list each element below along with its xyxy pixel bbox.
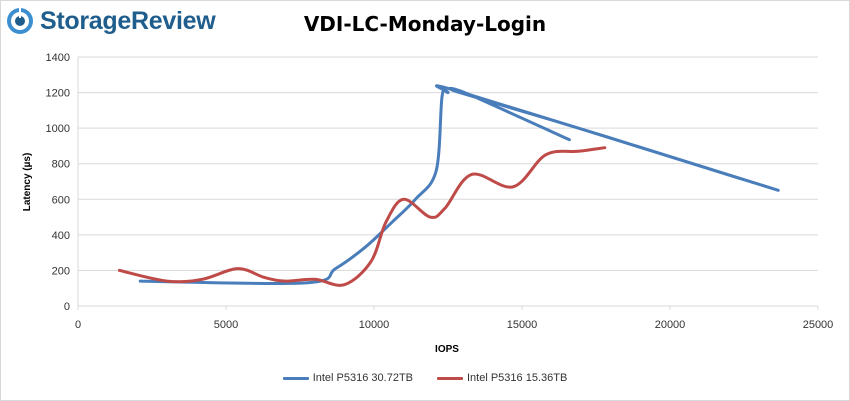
y-tick-label: 600 xyxy=(52,194,70,206)
y-tick-label: 800 xyxy=(52,159,70,171)
legend-item-1: Intel P5316 30.72TB xyxy=(282,372,413,384)
x-axis-ticks: 0 5000 10000 15000 20000 25000 xyxy=(75,319,833,331)
gridlines xyxy=(77,56,819,310)
x-tick-label: 0 xyxy=(75,319,81,331)
legend-swatch xyxy=(282,376,309,380)
series-line-1 xyxy=(138,84,780,286)
x-tick-label: 20000 xyxy=(655,319,686,331)
x-tick-label: 10000 xyxy=(359,319,390,331)
x-tick-label: 25000 xyxy=(803,319,834,331)
y-tick-label: 1000 xyxy=(46,123,70,135)
y-axis-title: Latency (µs) xyxy=(22,153,33,212)
y-tick-label: 200 xyxy=(52,265,70,277)
legend-label: Intel P5316 30.72TB xyxy=(312,372,413,384)
legend-swatch xyxy=(437,376,463,380)
series-line-2 xyxy=(117,146,607,287)
logo-text: StorageReview xyxy=(40,6,216,35)
y-tick-label: 1400 xyxy=(46,52,70,64)
series-lines xyxy=(117,84,780,287)
legend-item-2: Intel P5316 15.36TB xyxy=(437,372,567,384)
storagereview-logo: StorageReview xyxy=(6,6,216,36)
y-axis-ticks: 0 200 400 600 800 1000 1200 1400 xyxy=(46,52,70,313)
x-tick-label: 5000 xyxy=(214,319,238,331)
y-tick-label: 1200 xyxy=(46,88,70,100)
legend: Intel P5316 30.72TB Intel P5316 15.36TB xyxy=(0,372,850,384)
y-tick-label: 0 xyxy=(64,301,70,313)
storagereview-disc-logo-icon xyxy=(7,8,33,34)
legend-label: Intel P5316 15.36TB xyxy=(467,372,568,384)
x-tick-label: 15000 xyxy=(507,319,538,331)
y-tick-label: 400 xyxy=(52,230,70,242)
x-axis-title: IOPS xyxy=(435,344,459,355)
chart-title: VDI-LC-Monday-Login xyxy=(303,12,547,36)
